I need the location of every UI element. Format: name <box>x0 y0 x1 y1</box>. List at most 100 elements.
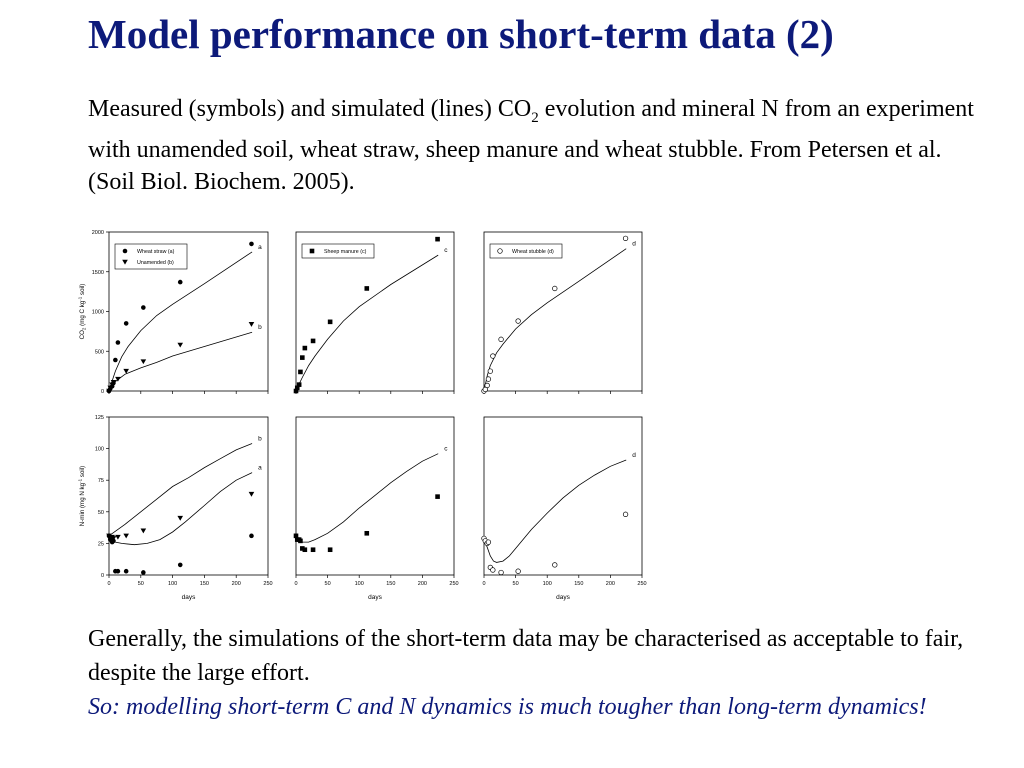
legend-label: Wheat stubble (d) <box>512 249 554 255</box>
y-label-main: N-min (mg N kg <box>79 482 86 526</box>
data-point <box>302 547 308 553</box>
x-axis-label: days <box>556 594 570 601</box>
chart-panel-co2-wheat-stubble: d Wheat stubble (d) <box>481 231 643 394</box>
curve-label: b <box>258 436 262 443</box>
data-point <box>115 376 121 382</box>
x-tick-label: 200 <box>606 581 615 587</box>
data-point <box>106 533 112 539</box>
simulated-line-0 <box>295 453 439 543</box>
data-point <box>364 530 370 536</box>
y-axis-label: CO2 (mg C kg-1 soil) <box>78 284 87 340</box>
data-point <box>487 368 493 374</box>
y-tick-label: 1000 <box>92 310 104 316</box>
plot-frame <box>295 231 455 392</box>
x-tick-label: 150 <box>200 581 209 587</box>
data-point <box>123 568 129 574</box>
simulated-line-0 <box>483 459 627 563</box>
curve-label: b <box>258 324 262 331</box>
y-tick-label: 0 <box>101 389 104 395</box>
data-point <box>298 538 303 544</box>
y-axis-label: N-min (mg N kg-1 soil) <box>78 466 87 526</box>
y-tick-label: 2000 <box>92 230 104 236</box>
data-point <box>327 319 333 325</box>
curve-label: a <box>258 465 262 472</box>
x-tick-label: 100 <box>355 581 364 587</box>
data-point <box>294 385 300 391</box>
x-tick-label: 0 <box>107 581 110 587</box>
data-point <box>249 533 254 539</box>
simulated-line-1 <box>108 443 253 537</box>
y-tick-label: 0 <box>101 573 104 579</box>
data-point <box>177 342 184 348</box>
legend-label: Sheep manure (c) <box>324 249 367 255</box>
data-point <box>310 338 316 344</box>
data-point <box>123 533 129 539</box>
data-point <box>485 539 492 545</box>
simulated-line-0 <box>483 248 627 392</box>
x-tick-label: 100 <box>168 581 177 587</box>
y-tick-label: 125 <box>95 415 104 421</box>
data-point <box>141 305 146 310</box>
x-tick-label: 200 <box>232 581 241 587</box>
data-point <box>622 235 629 242</box>
emphasis-text: So: modelling short-term C and N dynamic… <box>88 694 927 720</box>
y-tick-label: 75 <box>98 478 104 484</box>
data-point <box>296 382 302 387</box>
plot-frame <box>295 416 455 576</box>
x-tick-label: 0 <box>482 581 485 587</box>
data-point <box>490 353 496 359</box>
data-point <box>110 380 117 385</box>
x-tick-label: 250 <box>263 581 272 587</box>
chart-panel-co2-wheat-unamended: 0 500 1000 1500 2000 CO2 (mg C kg-1 soil) a b Wh… <box>78 230 269 395</box>
data-point <box>515 318 521 324</box>
x-axis-label: days <box>368 594 382 601</box>
data-point <box>300 355 305 360</box>
x-tick-label: 50 <box>325 581 331 587</box>
x-tick-label: 100 <box>543 581 552 587</box>
data-point <box>515 568 521 574</box>
curve-label: c <box>444 446 448 453</box>
data-point <box>298 369 303 375</box>
plot-frame <box>108 416 269 576</box>
y-label-end: soil) <box>79 466 86 479</box>
x-tick-label: 250 <box>637 581 646 587</box>
data-point <box>310 547 316 553</box>
data-point <box>140 359 147 365</box>
legend-marker <box>309 248 315 254</box>
legend-label: Wheat straw (a) <box>137 249 175 255</box>
data-point <box>435 236 440 242</box>
conclusion-paragraph: Generally, the simulations of the short-… <box>88 622 988 724</box>
intro-paragraph: Measured (symbols) and simulated (lines)… <box>88 93 988 198</box>
data-point <box>249 241 254 247</box>
x-axis-label: days <box>182 594 196 601</box>
chart-panel-nmin-wheat-stubble: 0 50 100 150 200 250 days d <box>481 416 647 601</box>
curve-label: d <box>632 452 636 459</box>
data-point <box>498 569 504 576</box>
data-point <box>177 562 183 568</box>
x-tick-label: 200 <box>418 581 427 587</box>
slide-title: Model performance on short-term data (2) <box>88 11 834 57</box>
plot-frame <box>483 231 643 392</box>
data-point <box>140 528 147 534</box>
plot-frame <box>483 416 643 576</box>
data-point <box>552 285 558 292</box>
chart-panel-nmin-sheep-manure: 0 50 100 150 200 250 days c <box>293 416 459 601</box>
x-tick-label: 50 <box>138 581 144 587</box>
y-tick-label: 25 <box>98 541 104 547</box>
simulated-line-0 <box>295 254 439 392</box>
data-point <box>300 546 305 551</box>
legend-marker <box>122 248 128 254</box>
data-point <box>293 388 299 394</box>
conclusion-text: Generally, the simulations of the short-… <box>88 626 964 686</box>
y-label-main: CO <box>79 330 86 339</box>
data-point <box>123 321 129 326</box>
chart-panel-co2-sheep-manure: c Sheep manure (c) <box>293 231 455 394</box>
x-tick-label: 50 <box>513 581 519 587</box>
data-point <box>110 536 117 541</box>
legend-box <box>114 243 188 270</box>
y-tick-label: 50 <box>98 510 104 516</box>
x-tick-label: 250 <box>449 581 458 587</box>
data-point <box>248 491 255 497</box>
data-point <box>177 279 183 285</box>
